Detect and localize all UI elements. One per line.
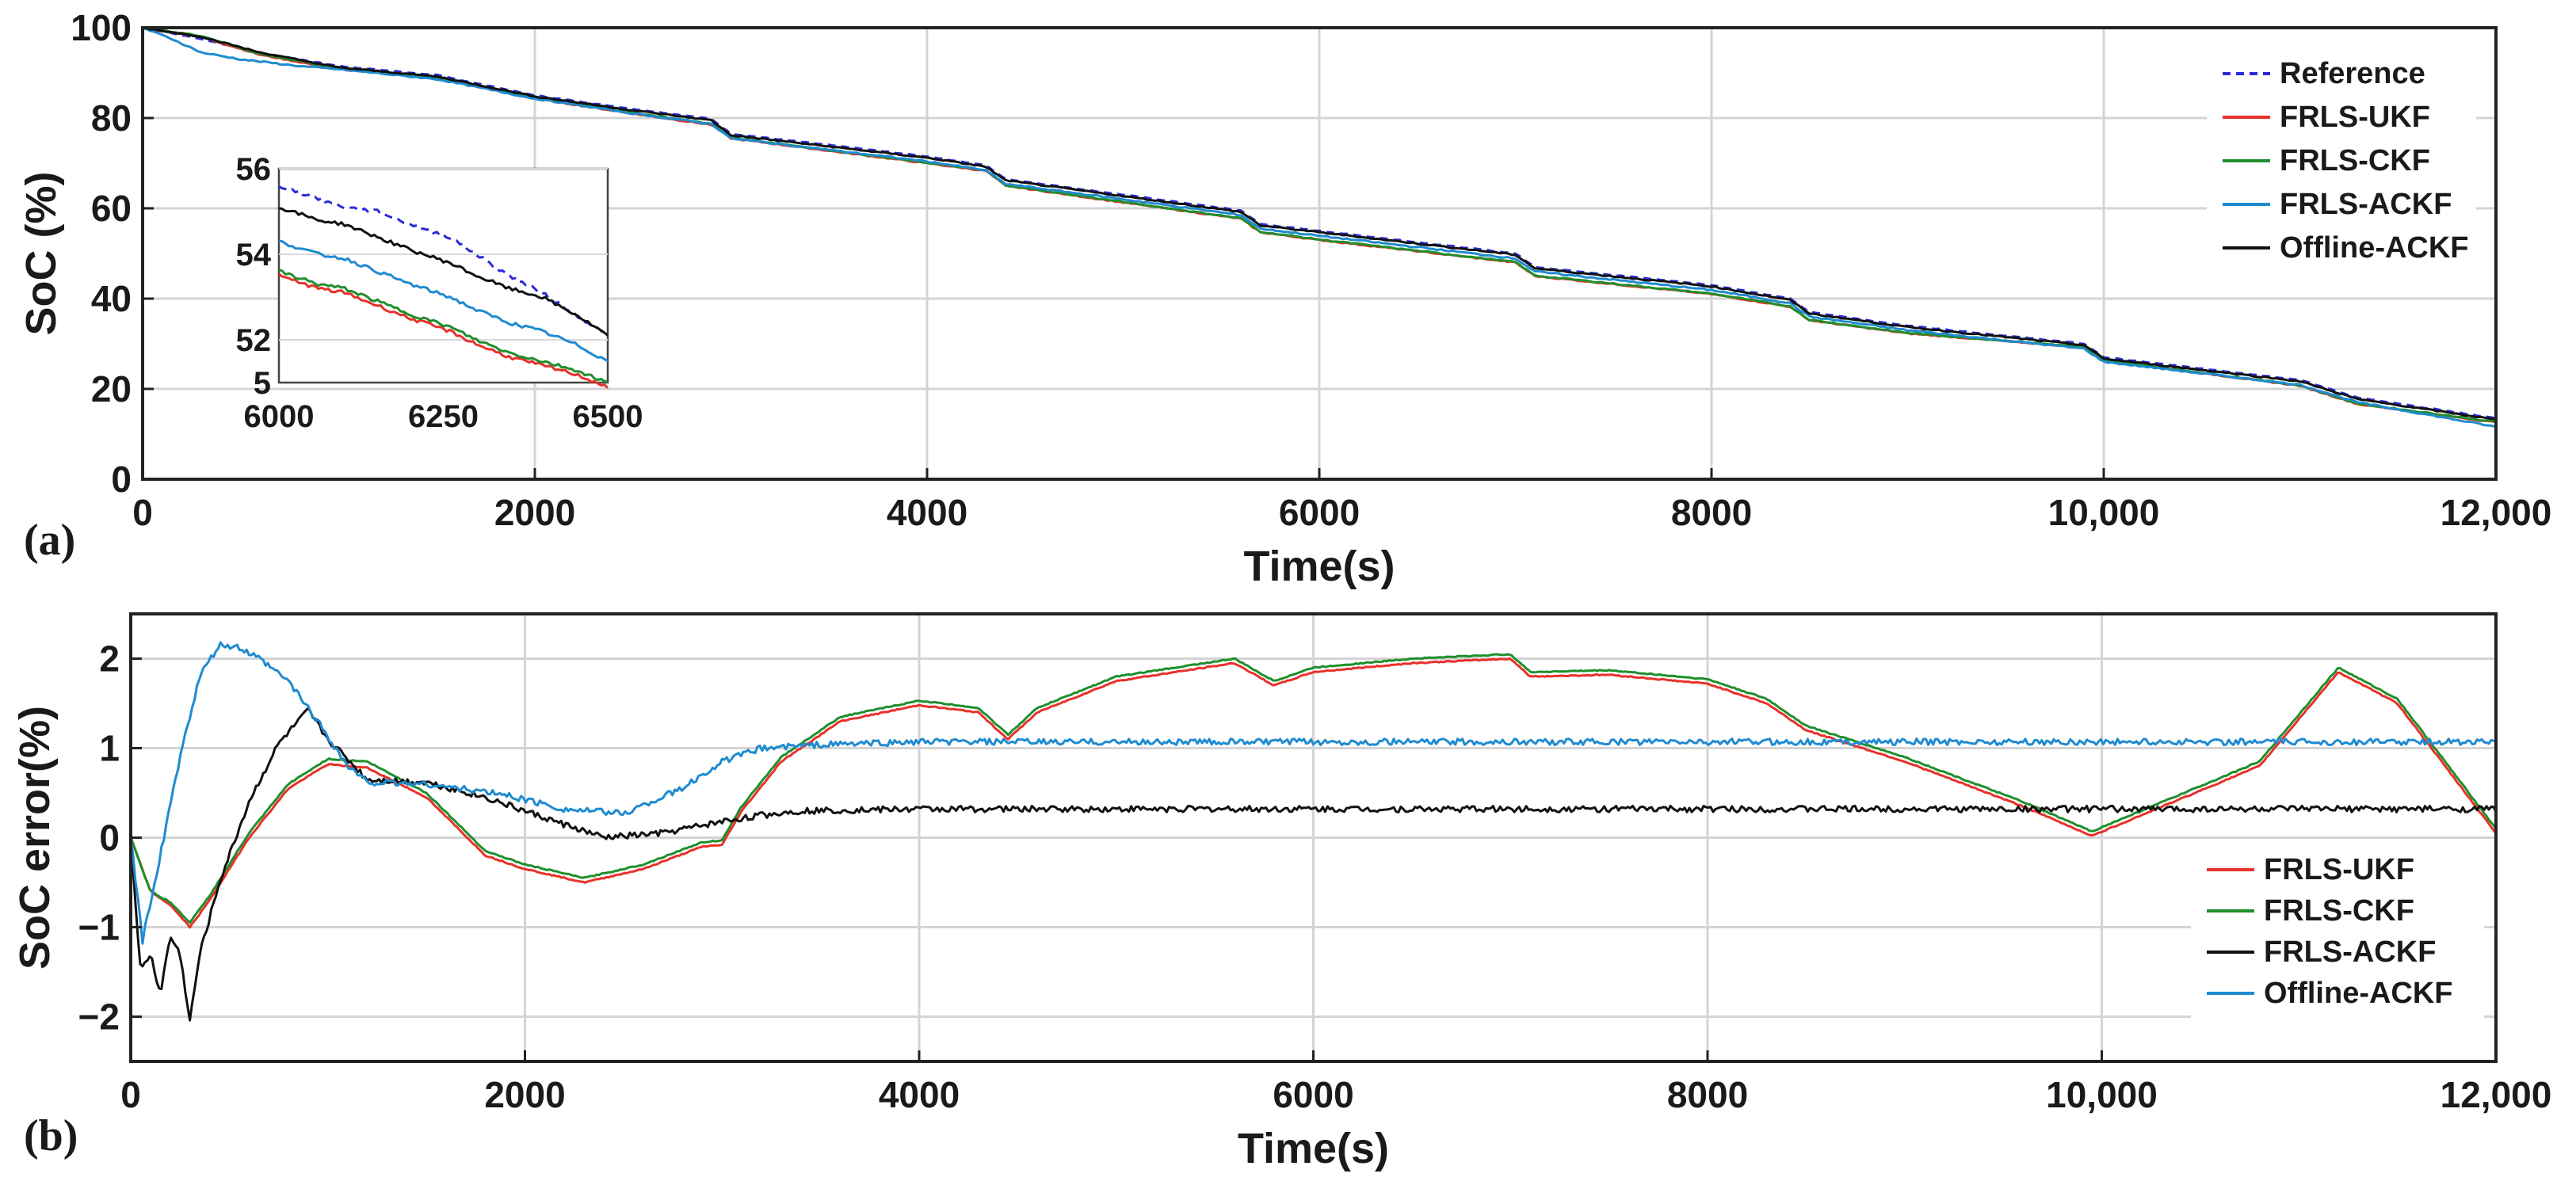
b-x-tick-label: 6000 <box>1273 1074 1353 1115</box>
b-series-line-offline-ackf <box>131 641 2496 945</box>
panel-b-x-axis-label: Time(s) <box>1238 1125 1389 1172</box>
b-x-tick-label: 10,000 <box>2046 1074 2158 1115</box>
b-legend-box <box>2191 848 2484 1030</box>
panel-b-legend: FRLS-UKF FRLS-CKF FRLS-ACKF Offline-ACKF <box>2191 848 2484 1030</box>
b-x-tick-label: 8000 <box>1667 1074 1748 1115</box>
a-x-tick-label: 12,000 <box>2441 492 2552 533</box>
a-legend-label-offline-ackf: Offline-ACKF <box>2280 231 2469 265</box>
inset-series-line-offline-ackf <box>278 207 609 337</box>
a-y-tick-label: 100 <box>71 7 132 48</box>
inset-x-tick-label: 6500 <box>573 399 643 434</box>
a-y-tick-label: 20 <box>91 368 132 410</box>
a-legend-label-frls-ackf: FRLS-ACKF <box>2280 188 2452 221</box>
inset-x-tick-label: 6000 <box>244 399 315 434</box>
inset-x-tick-label: 6250 <box>408 399 479 434</box>
a-x-tick-label: 0 <box>132 492 153 533</box>
a-series-line-frls-ackf <box>143 28 2496 429</box>
panel-a-soc-plot: 0 2000 4000 6000 8000 10,000 12,000 0 20 40 60 80 10… <box>17 7 2551 590</box>
inset-series-line-frls-ukf <box>278 272 609 389</box>
a-y-tick-label: 80 <box>91 97 132 139</box>
b-y-tick-label: 1 <box>99 728 120 769</box>
a-legend-label-frls-ukf: FRLS-UKF <box>2280 101 2430 134</box>
a-x-tick-label: 10,000 <box>2048 492 2160 533</box>
panel-b-label: (b) <box>24 1111 78 1160</box>
a-y-tick-label: 0 <box>111 459 132 500</box>
a-x-tick-label: 2000 <box>494 492 575 533</box>
panel-a-legend: Reference FRLS-UKF FRLS-CKF FRLS-ACKF Offlin… <box>2207 51 2476 287</box>
b-x-tick-label: 2000 <box>484 1074 565 1115</box>
b-x-tick-label: 0 <box>120 1074 141 1115</box>
b-series-line-frls-ckf <box>131 653 2496 924</box>
b-y-tick-label: −2 <box>78 996 120 1038</box>
inset-series-line-frls-ackf <box>278 239 609 363</box>
inset-y-tick-label: 54 <box>236 238 272 272</box>
panel-a-label: (a) <box>24 516 75 565</box>
inset-y-tick-label: 5 <box>254 366 271 401</box>
inset-y-tick-label: 52 <box>236 323 272 358</box>
a-legend-label-reference: Reference <box>2280 57 2425 90</box>
panel-b-error-plot: 0 2000 4000 6000 8000 10,000 12,000 −2 −1 0 1 2 Tim… <box>11 612 2552 1172</box>
b-x-tick-label: 4000 <box>879 1074 960 1115</box>
a-legend-label-frls-ckf: FRLS-CKF <box>2280 144 2430 177</box>
b-series-line-frls-ukf <box>131 657 2496 929</box>
b-y-tick-label: 0 <box>99 817 120 859</box>
panel-a-ticks: 0 2000 4000 6000 8000 10,000 12,000 0 20 40 60 80 10… <box>71 7 2551 533</box>
panel-b-y-axis-label: SoC error(%) <box>11 706 59 970</box>
panel-b-series <box>131 641 2496 1022</box>
b-series-line-frls-ackf <box>131 707 2496 1022</box>
a-x-tick-label: 4000 <box>887 492 967 533</box>
inset-frame <box>277 167 609 384</box>
panel-a-series <box>143 28 2496 429</box>
panel-b-ticks: 0 2000 4000 6000 8000 10,000 12,000 −2 −1 0 1 2 <box>78 638 2552 1116</box>
a-x-tick-label: 6000 <box>1279 492 1360 533</box>
a-y-tick-label: 40 <box>91 278 132 319</box>
inset-series-line-frls-ckf <box>278 269 609 383</box>
panel-a-x-axis-label: Time(s) <box>1243 543 1395 590</box>
b-y-tick-label: 2 <box>99 638 120 680</box>
inset-y-tick-label: 56 <box>236 152 272 187</box>
a-series-line-offline-ackf <box>143 28 2496 421</box>
b-legend-label-frls-ukf: FRLS-UKF <box>2264 853 2414 886</box>
b-x-tick-label: 12,000 <box>2441 1074 2552 1115</box>
b-y-tick-label: −1 <box>78 907 120 948</box>
b-legend-label-frls-ckf: FRLS-CKF <box>2264 894 2414 928</box>
b-legend-label-frls-ackf: FRLS-ACKF <box>2264 935 2436 969</box>
panel-a-inset-zoom: 5 52 54 56 6000 6250 6500 <box>236 152 643 434</box>
panel-a-y-axis-label: SoC (%) <box>17 172 65 336</box>
b-legend-label-offline-ackf: Offline-ACKF <box>2264 977 2453 1010</box>
a-x-tick-label: 8000 <box>1671 492 1752 533</box>
a-y-tick-label: 60 <box>91 188 132 229</box>
